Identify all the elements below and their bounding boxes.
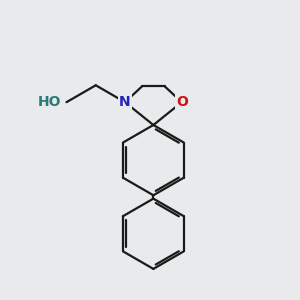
Text: N: N (119, 95, 131, 109)
Text: O: O (176, 95, 188, 109)
Text: HO: HO (38, 95, 61, 109)
